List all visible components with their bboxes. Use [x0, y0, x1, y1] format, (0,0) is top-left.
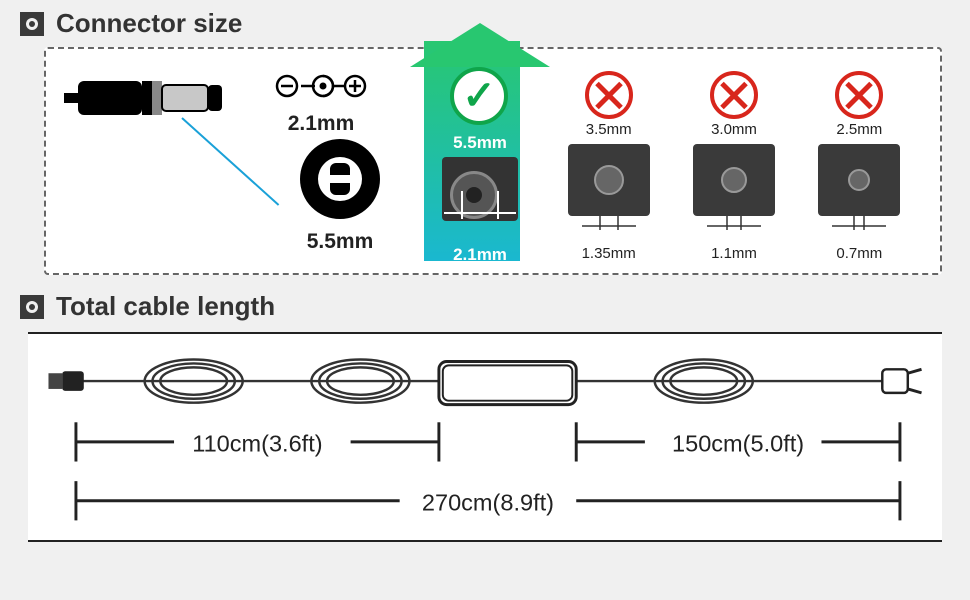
correct-size-arrow: ✓ 5.5mm 2.1mm: [416, 61, 528, 261]
total-text: 270cm(8.9ft): [422, 490, 554, 516]
check-icon: ✓: [450, 67, 508, 125]
wrong-outer-1: 3.0mm: [681, 121, 787, 138]
bullet-icon: [20, 12, 44, 36]
wrong-inner-0: 1.35mm: [556, 245, 662, 262]
x-icon: [710, 71, 758, 119]
plug-side-block: [64, 61, 244, 134]
wrong-jack-icon: [568, 144, 650, 216]
connector-face-icon: [294, 133, 386, 225]
caliper-icon: [568, 216, 650, 236]
x-icon: [585, 71, 633, 119]
connector-row: 2.1mm 5.5mm ✓ 5.5mm: [64, 61, 922, 259]
seg2-text: 150cm(5.0ft): [672, 431, 804, 457]
connector-size-panel: 2.1mm 5.5mm ✓ 5.5mm: [44, 47, 942, 275]
wrong-sizes-block: 3.5mm 1.35mm 3.0mm 1.1mm 2.5mm 0.7mm: [546, 61, 922, 262]
cable-diagram: 110cm(3.6ft) 150cm(5.0ft) 270cm(8.9ft): [28, 334, 942, 540]
barrel-plug-icon: [64, 67, 234, 129]
seg1-text: 110cm(3.6ft): [192, 431, 322, 457]
polarity-block: 2.1mm: [262, 61, 380, 136]
wrong-jack-icon: [693, 144, 775, 216]
cable-length-title: Total cable length: [56, 291, 275, 322]
polarity-icon: [271, 67, 371, 105]
x-icon: [835, 71, 883, 119]
connector-face-block: 5.5mm: [288, 133, 392, 254]
wrong-outer-2: 2.5mm: [806, 121, 912, 138]
caliper-icon: [818, 216, 900, 236]
wrong-outer-0: 3.5mm: [556, 121, 662, 138]
caliper-icon: [424, 191, 536, 231]
wrong-inner-2: 0.7mm: [806, 245, 912, 262]
bullet-icon: [20, 295, 44, 319]
arrow-body: ✓ 5.5mm 2.1mm: [424, 41, 520, 261]
wrong-jack-icon: [818, 144, 900, 216]
correct-inner-label: 2.1mm: [424, 245, 536, 265]
cable-length-panel: 110cm(3.6ft) 150cm(5.0ft) 270cm(8.9ft): [28, 332, 942, 542]
wrong-item-1: 3.0mm 1.1mm: [681, 71, 787, 262]
wrong-item-2: 2.5mm 0.7mm: [806, 71, 912, 262]
correct-outer-label: 5.5mm: [424, 133, 536, 153]
wrong-inner-1: 1.1mm: [681, 245, 787, 262]
caliper-icon: [693, 216, 775, 236]
wrong-item-0: 3.5mm 1.35mm: [556, 71, 662, 262]
outer-diameter-label: 5.5mm: [288, 230, 392, 254]
connector-size-title: Connector size: [56, 8, 242, 39]
arrow-head-icon: [410, 23, 550, 67]
cable-length-header: Total cable length: [0, 283, 970, 330]
